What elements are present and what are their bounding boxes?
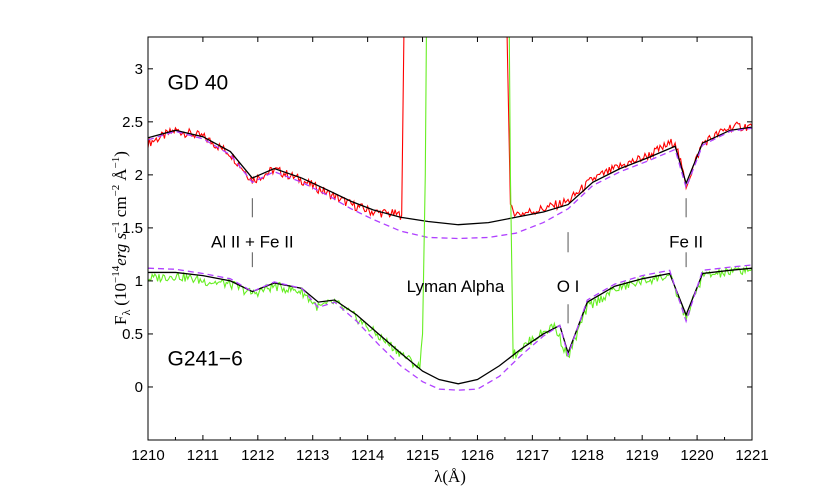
annotation-label: O I [557, 277, 580, 296]
y-tick-label: 3 [135, 61, 143, 78]
x-tick-label: 1215 [406, 447, 439, 464]
series-layer [148, 37, 752, 391]
x-tick-label: 1221 [735, 447, 768, 464]
x-tick-label: 1218 [571, 447, 604, 464]
x-tick-label: 1211 [187, 447, 219, 464]
labels-layer: GD 40 G241−6 Al II + Fe II Lyman Alpha O I Fe… [167, 72, 703, 371]
y-axis-label: Fλ(10−14erg s−1cm−2Å−1) [110, 151, 133, 325]
x-axis-label: λ(Å) [434, 467, 466, 486]
y-tick-label: 2 [135, 167, 143, 184]
x-tick-label: 1213 [296, 447, 329, 464]
marker-layer [251, 198, 687, 324]
series-line-g241-6-observed [148, 37, 752, 370]
series-line-gd-40-model [148, 126, 752, 226]
y-tick-label: 0 [135, 379, 143, 396]
star-label: GD 40 [167, 72, 228, 95]
annotation-label: Al II + Fe II [211, 233, 294, 252]
x-tick-label: 1219 [625, 447, 658, 464]
star-label: G241−6 [167, 347, 242, 370]
y-tick-label: 0.5 [122, 326, 143, 343]
annotation-label: Fe II [669, 233, 703, 252]
y-tick-label: 1.5 [122, 220, 143, 237]
x-tick-label: 1216 [461, 447, 494, 464]
annotation-label: Lyman Alpha [407, 277, 505, 296]
series-line-gd-40-observed [148, 37, 752, 220]
series-line-g241-6-alt-model [148, 264, 752, 391]
x-tick-label: 1217 [516, 447, 549, 464]
y-tick-label: 2.5 [122, 114, 143, 131]
y-tick-label: 1 [135, 273, 143, 290]
x-tick-label: 1220 [680, 447, 713, 464]
x-tick-label: 1214 [351, 447, 384, 464]
ticks-layer: 1210 1211 1212 1213 1214 1215 1216 1217 1218 1219… [122, 37, 769, 464]
x-tick-label: 1212 [241, 447, 274, 464]
series-line-gd-40-alt-model [148, 127, 752, 240]
x-tick-label: 1210 [131, 447, 164, 464]
